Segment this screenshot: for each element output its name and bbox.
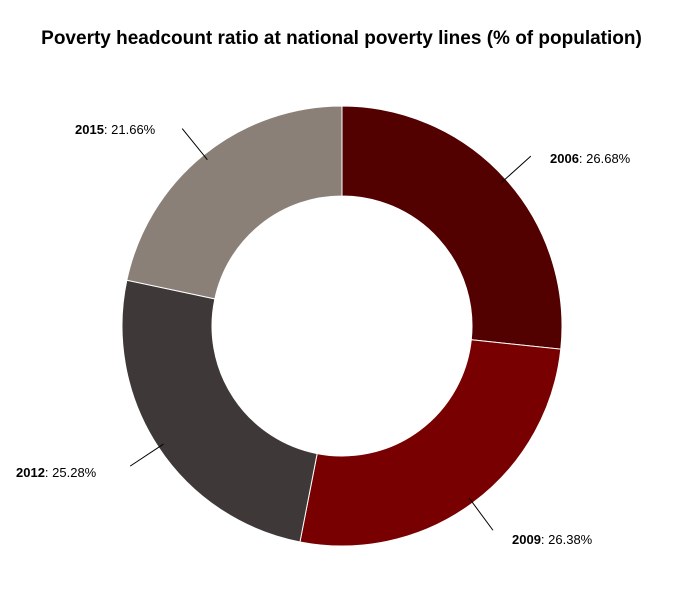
leader-line-2006 <box>500 155 532 184</box>
slice-2015 <box>126 105 343 300</box>
data-label-2012: 2012: 25.28% <box>16 465 97 480</box>
chart-title: Poverty headcount ratio at national pove… <box>41 28 642 49</box>
slice-labels: 2006: 26.68% 2009: 26.38% 2012: 25.28% 2015… <box>16 122 631 547</box>
slice-2006 <box>341 105 563 350</box>
slice-2012 <box>121 279 318 543</box>
data-label-2009: 2009: 26.38% <box>512 532 593 547</box>
leader-line-2015 <box>181 128 208 160</box>
slice-2009 <box>299 339 562 547</box>
data-label-2006: 2006: 26.68% <box>550 151 631 166</box>
data-label-2015: 2015: 21.66% <box>75 122 156 137</box>
donut-slices <box>121 105 563 547</box>
leader-line-2009 <box>468 497 494 531</box>
leader-line-2012 <box>129 443 164 467</box>
